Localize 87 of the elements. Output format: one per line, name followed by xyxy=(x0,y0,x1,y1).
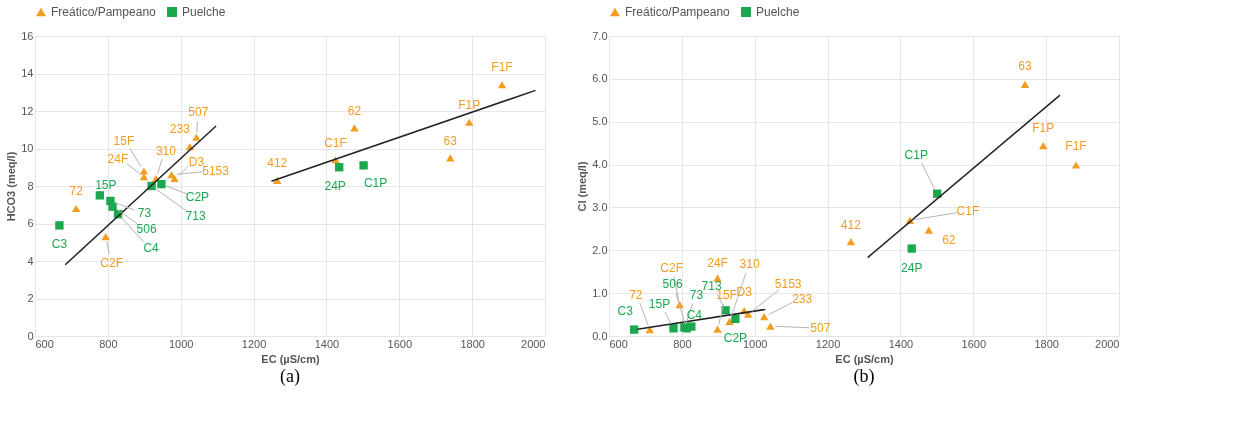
annotation: C2P xyxy=(185,190,210,205)
annotation: 24P xyxy=(324,179,346,194)
x-tick-label: 800 xyxy=(99,337,118,350)
x-tick-label: 1800 xyxy=(1034,337,1059,350)
legend-label: Freático/Pampeano xyxy=(51,5,157,19)
text: (a) xyxy=(280,366,300,387)
annotation: C1F xyxy=(324,135,347,150)
annotation: 63 xyxy=(443,133,458,148)
x-tick-label: 600 xyxy=(609,337,628,350)
x-tick-label: 2000 xyxy=(521,337,546,350)
y-tick-label: 4.0 xyxy=(592,158,608,171)
annotation: C2F xyxy=(660,260,684,275)
x-tick-label: 1000 xyxy=(168,337,194,350)
legend-label: Puelche xyxy=(756,5,800,19)
y-tick-label: 1.0 xyxy=(592,286,608,299)
x-tick-label: 1400 xyxy=(314,337,340,350)
annotation: C2F xyxy=(100,255,124,270)
y-tick-label: 10 xyxy=(21,142,34,154)
annotation: 713 xyxy=(185,209,206,223)
y-tick-label: 16 xyxy=(21,29,34,42)
y-tick-label: 5.0 xyxy=(592,115,608,128)
annotation: 507 xyxy=(810,321,831,336)
x-tick-label: 1800 xyxy=(460,337,485,350)
annotation: 310 xyxy=(739,257,760,272)
annotation: 507 xyxy=(188,105,209,120)
annotation: 506 xyxy=(136,221,157,236)
x-tick-label: 2000 xyxy=(1095,337,1120,350)
y-tick-label: 0 xyxy=(27,329,34,342)
y-tick-label: 7.0 xyxy=(592,29,608,42)
y-tick-label: 14 xyxy=(21,67,34,79)
annotation: C3 xyxy=(51,237,68,252)
annotation: 233 xyxy=(792,291,813,306)
annotation: 233 xyxy=(169,121,191,136)
annotation: 24F xyxy=(107,151,129,166)
annotation: 5153 xyxy=(774,277,802,292)
annotation: 15P xyxy=(648,297,671,312)
annotation: 73 xyxy=(689,288,704,303)
annotation: D3 xyxy=(736,284,753,299)
y-tick-label: 6.0 xyxy=(592,72,608,85)
annotation: 62 xyxy=(347,103,362,118)
x-axis-title: EC (µS/cm) xyxy=(261,352,320,365)
annotation: 72 xyxy=(629,287,643,302)
annotation: D3 xyxy=(188,154,205,169)
annotation: 15F xyxy=(113,134,135,148)
annotation: F1F xyxy=(491,59,513,74)
y-tick-label: 3.0 xyxy=(592,200,608,213)
annotation: 73 xyxy=(137,206,152,220)
x-tick-label: 800 xyxy=(673,337,692,350)
y-tick-label: 2.0 xyxy=(592,243,608,256)
annotation: F1P xyxy=(458,98,481,113)
x-tick-label: 1600 xyxy=(961,337,987,350)
annotation: 72 xyxy=(69,183,84,198)
y-tick-label: 8 xyxy=(27,179,34,192)
legend-label: Puelche xyxy=(182,5,226,19)
annotation: 412 xyxy=(267,156,288,171)
annotation: C4 xyxy=(143,241,160,256)
y-axis-title: HCO3 (meq/l) xyxy=(5,151,18,222)
annotation: 63 xyxy=(1018,59,1033,74)
annotation: C1F xyxy=(956,204,980,219)
annotation: 506 xyxy=(662,277,683,292)
y-tick-label: 6 xyxy=(27,217,34,229)
annotation: C2P xyxy=(723,330,748,345)
x-tick-label: 600 xyxy=(35,337,54,350)
annotation: 412 xyxy=(840,217,862,232)
y-tick-label: 4 xyxy=(27,254,34,267)
x-tick-label: 1200 xyxy=(815,337,841,350)
text: (b) xyxy=(853,366,875,387)
y-tick-label: 12 xyxy=(21,104,34,117)
y-axis-title: Cl (meq/l) xyxy=(576,161,589,212)
annotation: C4 xyxy=(686,307,703,322)
annotation: C3 xyxy=(617,303,634,318)
x-axis-title: EC (µS/cm) xyxy=(835,352,894,365)
annotation: 24F xyxy=(707,256,728,271)
annotation: 15P xyxy=(95,178,117,193)
legend-label: Freático/Pampeano xyxy=(625,5,731,19)
x-tick-label: 1600 xyxy=(387,337,413,350)
annotation: 62 xyxy=(942,233,956,248)
annotation: 310 xyxy=(155,143,177,158)
annotation: F1F xyxy=(1065,139,1087,153)
y-tick-label: 0.0 xyxy=(592,329,608,342)
y-tick-label: 2 xyxy=(27,292,34,304)
annotation: C1P xyxy=(363,176,388,191)
annotation: C1P xyxy=(904,147,928,162)
annotation: F1P xyxy=(1032,120,1055,135)
x-tick-label: 1200 xyxy=(241,337,267,350)
x-tick-label: 1400 xyxy=(888,337,914,350)
annotation: 24P xyxy=(901,260,923,275)
